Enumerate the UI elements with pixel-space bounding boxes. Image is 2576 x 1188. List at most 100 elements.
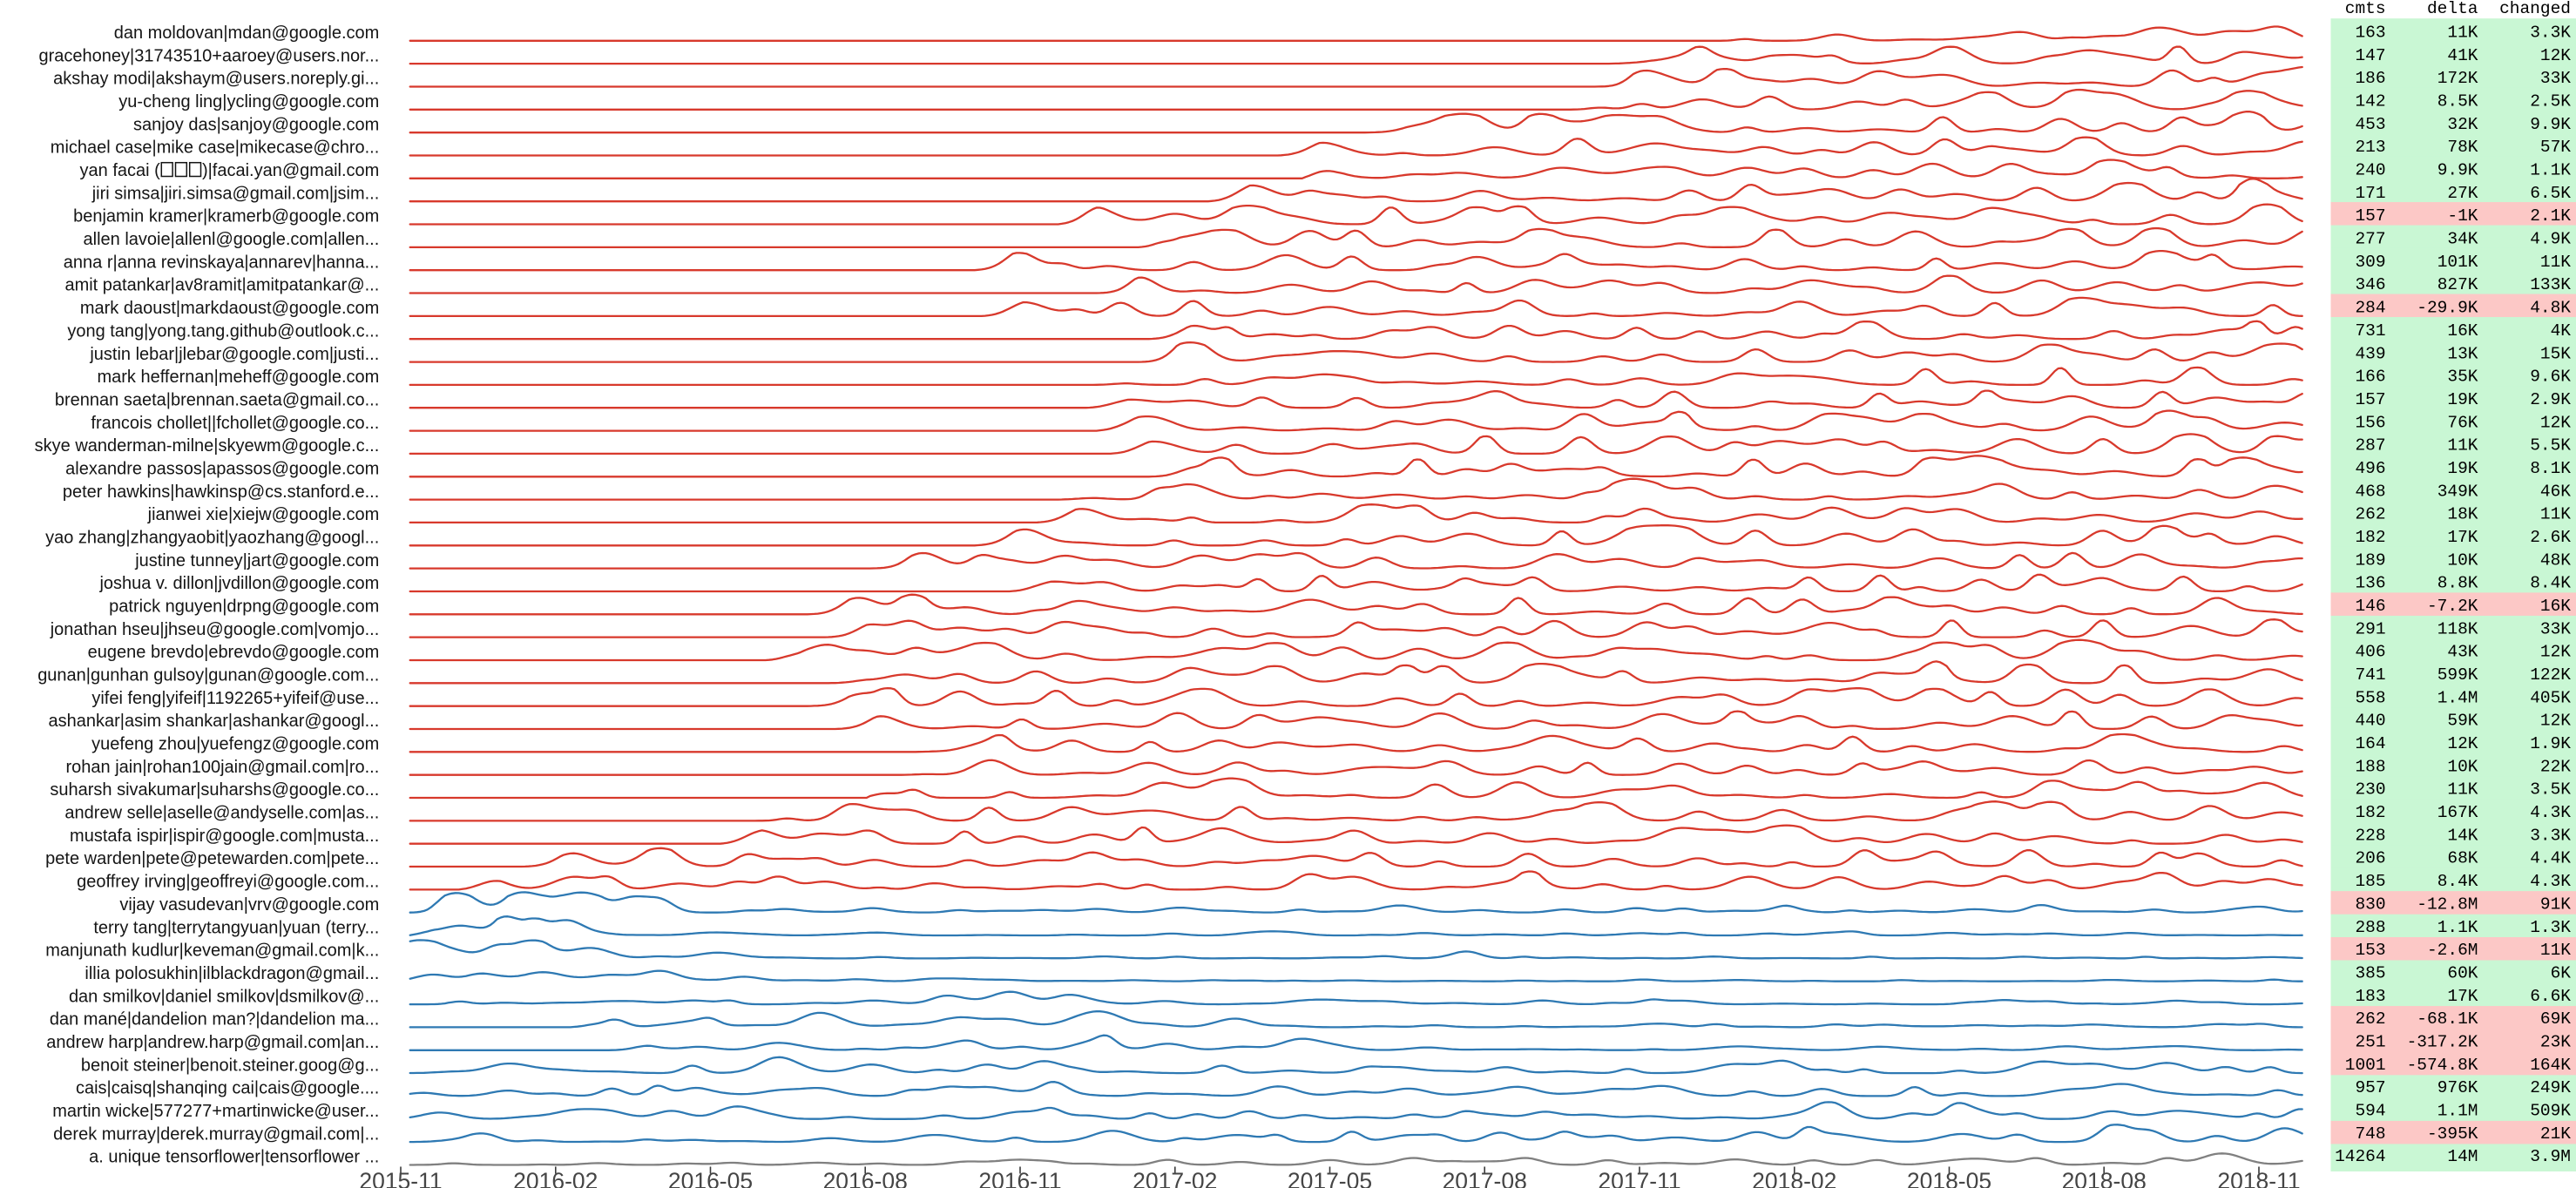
svg-text:16K: 16K xyxy=(2540,597,2571,616)
svg-text:12K: 12K xyxy=(2447,734,2478,753)
svg-text:joshua v. dillon|jvdillon@goog: joshua v. dillon|jvdillon@google.com xyxy=(98,574,379,593)
svg-text:vijay vasudevan|vrv@google.com: vijay vasudevan|vrv@google.com xyxy=(119,895,379,915)
svg-text:8.1K: 8.1K xyxy=(2530,459,2571,478)
svg-text:741: 741 xyxy=(2355,665,2385,685)
svg-text:43K: 43K xyxy=(2447,643,2478,662)
svg-text:brennan saeta|brennan.saeta@gm: brennan saeta|brennan.saeta@gmail.co... xyxy=(55,390,379,409)
svg-text:4.3K: 4.3K xyxy=(2530,872,2571,891)
svg-text:213: 213 xyxy=(2355,138,2385,157)
svg-text:91K: 91K xyxy=(2540,894,2571,914)
svg-text:122K: 122K xyxy=(2530,665,2571,685)
svg-text:2017-11: 2017-11 xyxy=(1598,1168,1680,1188)
svg-text:171: 171 xyxy=(2355,184,2385,203)
svg-text:3.5K: 3.5K xyxy=(2530,780,2571,800)
svg-text:206: 206 xyxy=(2355,849,2385,868)
svg-text:changed: changed xyxy=(2499,0,2571,18)
svg-text:14264: 14264 xyxy=(2335,1147,2386,1166)
svg-text:19K: 19K xyxy=(2447,390,2478,409)
svg-text:andrew selle|aselle@andyselle.: andrew selle|aselle@andyselle.com|as... xyxy=(64,804,379,823)
svg-text:23K: 23K xyxy=(2540,1033,2571,1052)
svg-text:2017-05: 2017-05 xyxy=(1288,1168,1372,1188)
svg-text:6.5K: 6.5K xyxy=(2530,184,2571,203)
svg-text:benjamin kramer|kramerb@google: benjamin kramer|kramerb@google.com xyxy=(73,207,379,226)
svg-text:827K: 827K xyxy=(2437,275,2478,294)
svg-text:yan facai (: yan facai ( xyxy=(80,161,161,180)
svg-text:2.9K: 2.9K xyxy=(2530,390,2571,409)
svg-text:33K: 33K xyxy=(2540,69,2571,88)
svg-text:terry tang|terrytangyuan|yuan: terry tang|terrytangyuan|yuan (terry... xyxy=(93,918,379,937)
svg-text:172K: 172K xyxy=(2437,69,2478,88)
svg-text:182: 182 xyxy=(2355,528,2385,547)
svg-text:justin lebar|jlebar@google.com: justin lebar|jlebar@google.com|justi... xyxy=(89,345,379,364)
svg-text:patrick nguyen|drpng@google.co: patrick nguyen|drpng@google.com xyxy=(109,597,379,617)
svg-text:287: 287 xyxy=(2355,436,2385,456)
svg-text:michael case|mike case|mikecas: michael case|mike case|mikecase@chro... xyxy=(51,138,380,158)
svg-text:48K: 48K xyxy=(2540,550,2571,570)
svg-text:francois chollet||fchollet@goo: francois chollet||fchollet@google.co... xyxy=(91,414,379,433)
svg-text:2018-02: 2018-02 xyxy=(1752,1168,1836,1188)
svg-text:2016-05: 2016-05 xyxy=(668,1168,753,1188)
svg-text:5.5K: 5.5K xyxy=(2530,436,2571,456)
svg-text:2018-08: 2018-08 xyxy=(2062,1168,2147,1188)
svg-text:830: 830 xyxy=(2355,894,2385,914)
svg-text:33K: 33K xyxy=(2540,619,2571,638)
svg-text:157: 157 xyxy=(2355,390,2385,409)
svg-text:-1K: -1K xyxy=(2447,206,2478,226)
svg-text:153: 153 xyxy=(2355,941,2385,960)
svg-text:andrew harp|andrew.harp@gmail.: andrew harp|andrew.harp@gmail.com|an... xyxy=(46,1033,379,1052)
svg-text:164K: 164K xyxy=(2530,1056,2571,1075)
svg-text:manjunath kudlur|keveman@gmail: manjunath kudlur|keveman@gmail.com|k... xyxy=(45,942,379,961)
svg-text:230: 230 xyxy=(2355,780,2385,800)
svg-text:10K: 10K xyxy=(2447,550,2478,570)
svg-text:-574.8K: -574.8K xyxy=(2407,1056,2478,1075)
svg-text:a. unique tensorflower|tensorf: a. unique tensorflower|tensorflower ... xyxy=(89,1148,379,1167)
svg-text:6.6K: 6.6K xyxy=(2530,987,2571,1006)
svg-text:11K: 11K xyxy=(2447,780,2478,800)
svg-text:-395K: -395K xyxy=(2427,1124,2478,1144)
svg-text:yao zhang|zhangyaobit|yaozhang: yao zhang|zhangyaobit|yaozhang@googl... xyxy=(45,529,379,548)
svg-text:8.4K: 8.4K xyxy=(2530,574,2571,593)
svg-text:amit patankar|av8ramit|amitpat: amit patankar|av8ramit|amitpatankar@... xyxy=(64,276,379,295)
svg-text:183: 183 xyxy=(2355,987,2385,1006)
svg-text:11K: 11K xyxy=(2540,505,2571,524)
svg-text:1.1K: 1.1K xyxy=(2530,161,2571,180)
svg-text:dan moldovan|mdan@google.com: dan moldovan|mdan@google.com xyxy=(114,24,380,43)
svg-text:34K: 34K xyxy=(2447,230,2478,249)
svg-text:2015-11: 2015-11 xyxy=(359,1168,442,1188)
svg-text:166: 166 xyxy=(2355,368,2385,387)
svg-text:157: 157 xyxy=(2355,206,2385,226)
svg-text:4K: 4K xyxy=(2551,321,2572,341)
svg-text:4.9K: 4.9K xyxy=(2530,230,2571,249)
svg-text:468: 468 xyxy=(2355,482,2385,501)
svg-text:2017-08: 2017-08 xyxy=(1443,1168,1527,1188)
svg-text:133K: 133K xyxy=(2530,275,2571,294)
svg-text:2016-08: 2016-08 xyxy=(823,1168,908,1188)
svg-text:182: 182 xyxy=(2355,803,2385,822)
svg-text:delta: delta xyxy=(2427,0,2478,18)
svg-text:yong tang|yong.tang.github@out: yong tang|yong.tang.github@outlook.c... xyxy=(67,321,379,341)
svg-text:976K: 976K xyxy=(2437,1078,2478,1097)
svg-text:748: 748 xyxy=(2355,1124,2385,1144)
svg-text:illia polosukhin|ilblackdragon: illia polosukhin|ilblackdragon@gmail... xyxy=(85,964,379,983)
svg-text:geoffrey irving|geoffreyi@goog: geoffrey irving|geoffreyi@google.com... xyxy=(77,873,379,892)
svg-text:60K: 60K xyxy=(2447,963,2478,982)
svg-text:186: 186 xyxy=(2355,69,2385,88)
svg-text:2017-02: 2017-02 xyxy=(1132,1168,1217,1188)
svg-text:76K: 76K xyxy=(2447,413,2478,432)
svg-text:akshay modi|akshaym@users.nore: akshay modi|akshaym@users.noreply.gi... xyxy=(53,70,379,89)
svg-text:yifei feng|yifeif|1192265+yife: yifei feng|yifeif|1192265+yifeif@use... xyxy=(91,689,379,708)
svg-text:453: 453 xyxy=(2355,115,2385,134)
svg-text:496: 496 xyxy=(2355,459,2385,478)
svg-text:21K: 21K xyxy=(2540,1124,2571,1144)
svg-text:18K: 18K xyxy=(2447,505,2478,524)
svg-text:558: 558 xyxy=(2355,688,2385,707)
svg-text:martin wicke|577277+martinwick: martin wicke|577277+martinwicke@user... xyxy=(52,1102,379,1121)
svg-text:9.9K: 9.9K xyxy=(2437,161,2478,180)
svg-text:1001: 1001 xyxy=(2345,1056,2386,1075)
svg-text:alexandre passos|apassos@googl: alexandre passos|apassos@google.com xyxy=(65,460,379,479)
svg-text:277: 277 xyxy=(2355,230,2385,249)
svg-text:mustafa ispir|ispir@google.com: mustafa ispir|ispir@google.com|musta... xyxy=(70,827,379,846)
svg-text:8.8K: 8.8K xyxy=(2437,574,2478,593)
svg-text:346: 346 xyxy=(2355,275,2385,294)
svg-text:2016-11: 2016-11 xyxy=(978,1168,1061,1188)
